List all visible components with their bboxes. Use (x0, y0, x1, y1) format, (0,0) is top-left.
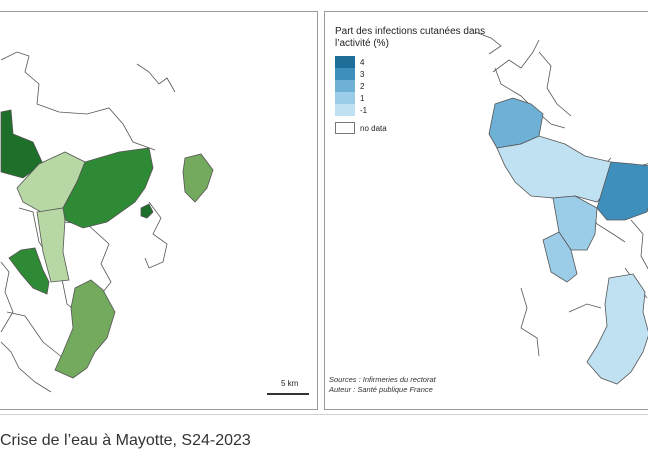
legend-item: 4 (335, 56, 505, 68)
divider (0, 414, 648, 415)
scale-bar (267, 393, 309, 395)
coastline-east (144, 201, 168, 269)
sources-line: Sources : Infirmeries du rectorat (329, 375, 436, 384)
legend-label: 2 (360, 81, 365, 91)
commune-border-3 (520, 287, 540, 357)
legend-swatch (335, 80, 355, 92)
commune-central (36, 207, 70, 283)
legend-title: Part des infections cutanées dans l’acti… (335, 26, 486, 49)
legend-swatch (335, 68, 355, 80)
left-map (0, 51, 214, 393)
legend-label: -1 (360, 105, 368, 115)
left-map-panel: 5 km (0, 11, 318, 410)
commune-east (596, 161, 648, 221)
legend-label: 3 (360, 69, 365, 79)
legend-label-no-data: no data (360, 123, 387, 133)
right-map (474, 31, 648, 385)
commune-north-center (496, 135, 612, 203)
commune-border-3 (6, 311, 64, 359)
map-sources: Sources : Infirmeries du rectorat Auteur… (329, 375, 436, 395)
legend-label: 1 (360, 93, 365, 103)
legend-item-no-data: no data (335, 122, 505, 134)
legend-item: 3 (335, 68, 505, 80)
scale-label: 5 km (281, 379, 299, 388)
author-line: Auteur : Santé publique France (329, 385, 433, 394)
right-map-panel: Part des infections cutanées dans l’acti… (324, 11, 648, 410)
legend-item: 1 (335, 92, 505, 104)
legend-item: 2 (335, 80, 505, 92)
coastline-north-islet (136, 63, 176, 93)
commune-south (54, 279, 116, 379)
commune-northeast (62, 147, 154, 229)
commune-west (542, 231, 578, 283)
coastline-north-2 (494, 67, 566, 129)
legend-swatch (335, 92, 355, 104)
legend-label: 4 (360, 57, 365, 67)
commune-border-4 (568, 303, 602, 313)
legend-swatch (335, 104, 355, 116)
commune-east-rock (140, 203, 154, 219)
legend-swatch-no-data (335, 122, 355, 134)
legend-swatch (335, 56, 355, 68)
legend-item: -1 (335, 104, 505, 116)
figure-caption: Crise de l’eau à Mayotte, S24-2023 (0, 432, 251, 449)
commune-northwest (0, 109, 44, 179)
commune-border-2 (62, 221, 112, 293)
coastline-north (0, 51, 156, 151)
commune-south (586, 273, 648, 385)
coastline-north (474, 31, 572, 117)
commune-west (8, 247, 50, 295)
commune-east-islet (182, 153, 214, 203)
coastline-west (0, 261, 52, 393)
legend: Part des infections cutanées dans l’acti… (335, 26, 505, 134)
